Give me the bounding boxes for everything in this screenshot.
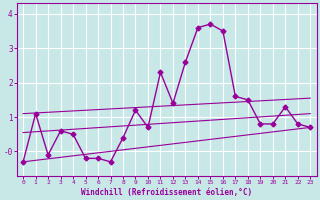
- X-axis label: Windchill (Refroidissement éolien,°C): Windchill (Refroidissement éolien,°C): [81, 188, 252, 197]
